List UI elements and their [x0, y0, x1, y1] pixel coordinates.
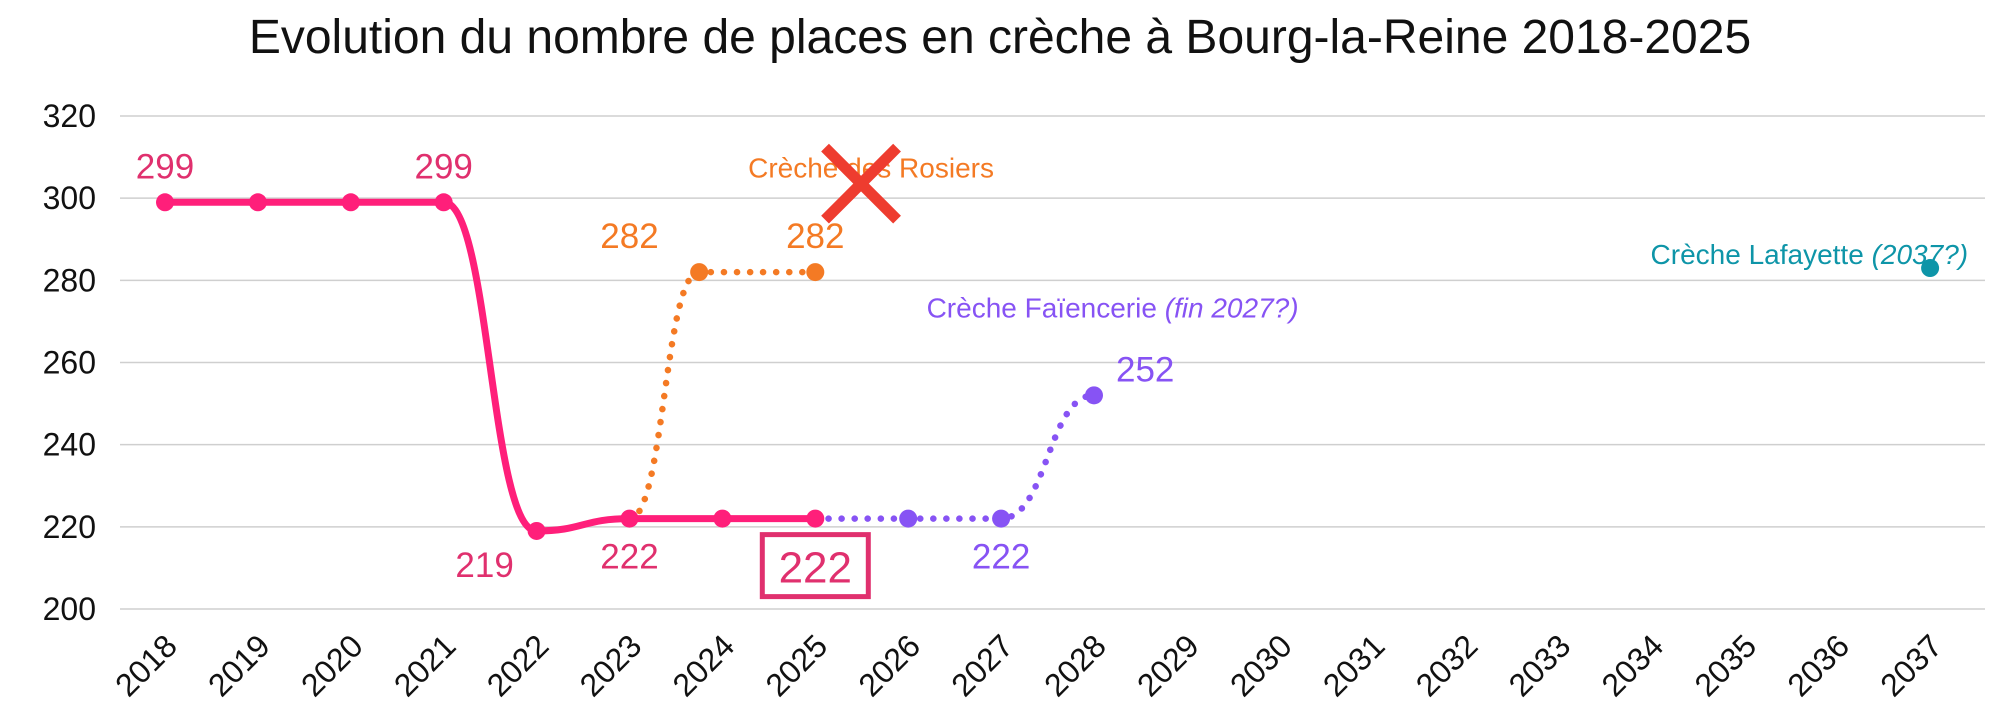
data-point-main: [434, 193, 453, 212]
y-axis-ticks: 200 220 240 260 280 300 320: [43, 98, 96, 627]
data-label: 222: [600, 538, 658, 577]
cross-mark-icon: [821, 143, 901, 224]
x-tick-label: 2031: [1316, 627, 1392, 703]
data-point-faiencerie: [899, 509, 918, 528]
annotation-italic: (fin 2027?): [1165, 292, 1299, 323]
x-tick-label: 2033: [1502, 627, 1578, 703]
y-tick-label: 300: [43, 180, 96, 216]
data-point-lafayette: [1921, 259, 1940, 278]
chart-title: Evolution du nombre de places en crèche …: [248, 11, 1752, 64]
annotation: Crèche Lafayette (2037?): [1651, 239, 1969, 270]
data-label: 219: [455, 546, 513, 585]
x-tick-label: 2020: [294, 627, 370, 703]
series-lines: [161, 198, 1098, 535]
data-labels: 299 299 219 222 282 282 222 252 222: [136, 147, 1174, 600]
y-tick-label: 320: [43, 98, 96, 134]
annotation-text: Crèche Lafayette: [1651, 239, 1872, 270]
grid-lines: [120, 115, 1985, 610]
x-tick-label: 2035: [1687, 627, 1763, 703]
x-tick-label: 2029: [1130, 627, 1206, 703]
x-axis-ticks: 2018 2019 2020 2021 2022 2023 2024 2025 2026 2027…: [108, 627, 1949, 703]
data-label: 299: [136, 147, 194, 186]
y-tick-label: 240: [43, 427, 96, 463]
data-point-main: [341, 193, 360, 212]
x-tick-label: 2036: [1780, 627, 1856, 703]
series-line-faiencerie: [812, 392, 1098, 522]
data-point-faiencerie: [1085, 386, 1103, 405]
x-tick-label: 2019: [201, 627, 277, 703]
series-markers: [156, 193, 1940, 540]
x-tick-label: 2034: [1595, 627, 1671, 703]
x-tick-label: 2026: [851, 627, 927, 703]
y-tick-label: 220: [43, 509, 96, 545]
data-point-faiencerie: [992, 509, 1011, 528]
x-tick-label: 2032: [1409, 627, 1485, 703]
boxed-label: 222: [779, 544, 852, 593]
data-point-main: [527, 521, 546, 540]
x-tick-label: 2028: [1037, 627, 1113, 703]
y-tick-label: 260: [43, 345, 96, 381]
series-line-main: [161, 198, 819, 535]
x-tick-label: 2024: [666, 627, 742, 703]
data-point-main: [713, 509, 732, 528]
y-tick-label: 200: [43, 591, 96, 627]
x-tick-label: 2037: [1873, 627, 1949, 703]
x-tick-label: 2023: [573, 627, 649, 703]
x-tick-label: 2030: [1223, 627, 1299, 703]
data-label: 222: [972, 538, 1030, 577]
data-point-main: [806, 509, 825, 528]
data-label: 282: [600, 217, 658, 256]
series-line-rosiers: [626, 268, 819, 522]
x-tick-label: 2025: [758, 627, 834, 703]
annotation-italic: (2037?): [1872, 239, 1969, 270]
y-tick-label: 280: [43, 262, 96, 298]
data-label: 299: [414, 147, 472, 186]
data-label: 282: [786, 217, 844, 256]
data-label: 252: [1116, 350, 1174, 389]
annotation-text: Crèche Faïencerie: [927, 292, 1165, 323]
x-tick-label: 2018: [108, 627, 184, 703]
data-point-main: [156, 193, 174, 212]
data-point-main: [620, 509, 639, 528]
x-tick-label: 2027: [944, 627, 1020, 703]
data-point-rosiers: [690, 263, 709, 282]
x-tick-label: 2022: [480, 627, 556, 703]
data-point-rosiers: [806, 263, 825, 282]
data-point-main: [248, 193, 267, 212]
annotation: Crèche Faïencerie (fin 2027?): [927, 292, 1299, 323]
boxed-label-frame: [759, 532, 871, 600]
x-tick-label: 2021: [387, 627, 463, 703]
